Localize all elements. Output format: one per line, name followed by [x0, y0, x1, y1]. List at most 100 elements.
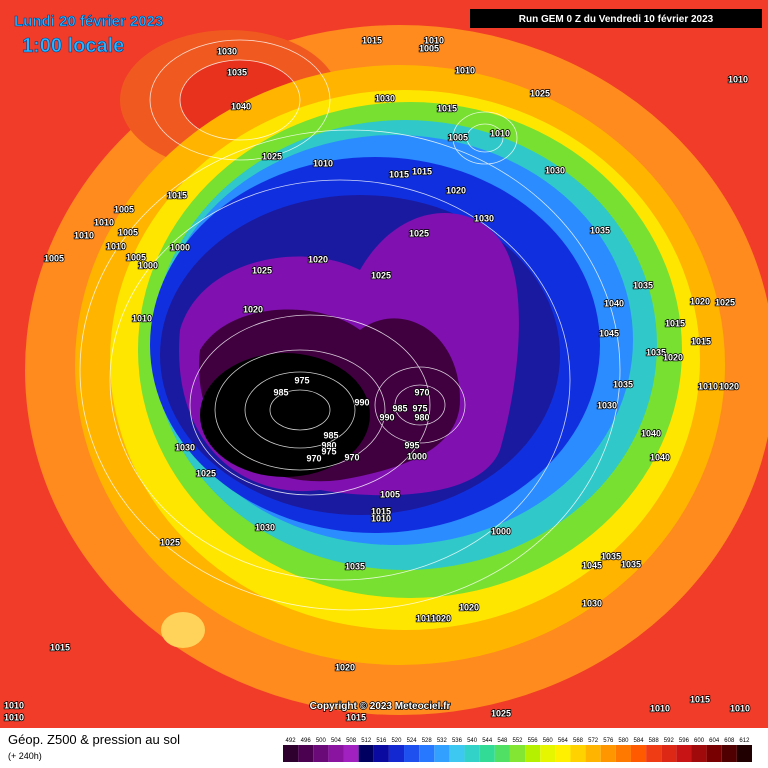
isobar-label: 1025 — [371, 270, 391, 280]
isobar-label: 1000 — [170, 242, 190, 252]
isobar-label: 970 — [344, 452, 359, 462]
isobar-label: 1020 — [719, 381, 739, 391]
isobar-label: 1000 — [491, 526, 511, 536]
isobar-label: 1015 — [665, 318, 685, 328]
isobar-label: 1010 — [490, 128, 510, 138]
isobar-label: 1005 — [44, 253, 64, 263]
scale-label: 552 — [512, 738, 523, 744]
scale-swatch — [706, 745, 722, 762]
isobar-label: 1030 — [474, 213, 494, 223]
isobar-label: 1005 — [448, 132, 468, 142]
isobar-label: 985 — [323, 430, 338, 440]
isobar-label: 1015 — [167, 190, 187, 200]
isobar-label: 1025 — [491, 708, 511, 718]
scale-swatch — [449, 745, 465, 762]
scale-swatch — [328, 745, 344, 762]
isobar-label: 1025 — [530, 88, 550, 98]
isobar-label: 1010 — [416, 613, 436, 623]
isobar-label: 975 — [412, 403, 427, 413]
isobar-label: 1010 — [106, 241, 126, 251]
isobar-label: 1030 — [545, 165, 565, 175]
run-bar — [470, 9, 762, 28]
scale-label: 580 — [618, 738, 629, 744]
scale-swatch — [585, 745, 601, 762]
isobar-label: 1025 — [409, 228, 429, 238]
isobar-label: 1015 — [371, 506, 391, 516]
isobar-label: 1040 — [641, 428, 661, 438]
scale-label: 536 — [452, 738, 463, 744]
isobar-label: 1025 — [262, 151, 282, 161]
run: Run GEM 0 Z du Vendredi 10 février 2023 — [519, 14, 714, 25]
scale-swatch — [464, 745, 480, 762]
isobar-label: 1010 — [650, 703, 670, 713]
scale-swatch — [555, 745, 571, 762]
isobar-label: 1025 — [252, 265, 272, 275]
copyright: Copyright © 2023 Meteociel.fr — [310, 701, 451, 712]
isobar-label: 975 — [321, 446, 336, 456]
isobar-label: 990 — [354, 397, 369, 407]
isobar-label: 1030 — [597, 400, 617, 410]
scale-label: 556 — [528, 738, 539, 744]
isobar-label: 1015 — [690, 694, 710, 704]
scale-swatch — [419, 745, 435, 762]
time: 1:00 locale — [22, 35, 124, 57]
scale-swatch — [313, 745, 329, 762]
isobar-label: 980 — [321, 440, 336, 450]
scale-label: 512 — [361, 738, 372, 744]
isobar-label: 1030 — [255, 522, 275, 532]
scale-label: 516 — [376, 738, 387, 744]
isobar-label: 1040 — [604, 298, 624, 308]
isobar-label: 1010 — [730, 703, 750, 713]
scale-swatch — [283, 745, 299, 762]
scale-label: 612 — [739, 738, 750, 744]
scale-swatch — [691, 745, 707, 762]
scale-swatch — [358, 745, 374, 762]
scale-label: 572 — [588, 738, 599, 744]
isobar-label: 1035 — [590, 225, 610, 235]
isobar-label: 1020 — [335, 662, 355, 672]
isobar-label: 1000 — [407, 451, 427, 461]
isobar-label: 1025 — [160, 537, 180, 547]
isobar-label: 1010 — [698, 381, 718, 391]
isobar-label: 1035 — [613, 379, 633, 389]
isobar-label: 1015 — [389, 169, 409, 179]
isobar-label: 990 — [379, 412, 394, 422]
scale-label: 564 — [558, 738, 569, 744]
isobar-label: 1010 — [4, 700, 24, 710]
isobar-label: 1035 — [633, 280, 653, 290]
scale-swatch — [736, 745, 752, 762]
date: Lundi 20 février 2023 — [14, 13, 163, 30]
isobar-label: 1020 — [446, 185, 466, 195]
map-background — [0, 0, 768, 728]
scale-label: 608 — [724, 738, 735, 744]
isobar-label: 1035 — [646, 347, 666, 357]
color-scale: 492 496 500 504 508 512 516 520 524 528 532 536 540 5… — [283, 738, 752, 762]
isobar-label: 980 — [414, 412, 429, 422]
isobar-label: 1030 — [375, 93, 395, 103]
isobar-label: 1015 — [346, 712, 366, 722]
isobar-label: 975 — [294, 375, 309, 385]
scale-label: 504 — [331, 738, 342, 744]
isobar-label: 1015 — [362, 35, 382, 45]
isobar-label: 1010 — [4, 712, 24, 722]
isobar-label: 1020 — [690, 296, 710, 306]
scale-swatch — [570, 745, 586, 762]
scale-swatch — [373, 745, 389, 762]
scale-label: 568 — [573, 738, 584, 744]
isobar-label: 985 — [392, 403, 407, 413]
isobar-label: 1040 — [231, 101, 251, 111]
scale-label: 592 — [664, 738, 675, 744]
scale-label: 520 — [391, 738, 402, 744]
scale-swatch — [388, 745, 405, 762]
isobar-labels: 1030 1035 1040 1015 1010 1005 1010 1025 1010 1030… — [3, 35, 751, 724]
scale-label: 528 — [422, 738, 433, 744]
isobar-label: 1020 — [431, 613, 451, 623]
isobar-label: 1035 — [621, 559, 641, 569]
isobar-label: 1000 — [138, 260, 158, 270]
isobar-label: 1010 — [313, 158, 333, 168]
scale-label: 492 — [286, 738, 297, 744]
isobar-label: 970 — [414, 387, 429, 397]
scale-swatch — [298, 745, 314, 762]
isobar-label: 1030 — [582, 598, 602, 608]
scale-label: 576 — [603, 738, 614, 744]
